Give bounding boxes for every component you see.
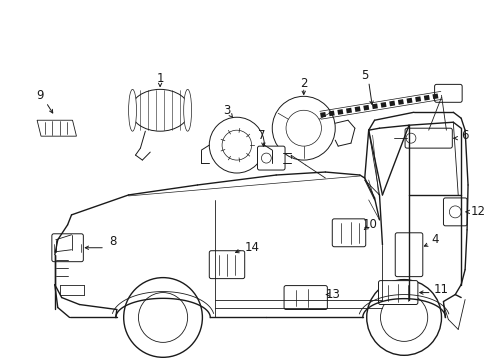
Text: 4: 4 [431, 233, 438, 246]
Circle shape [222, 130, 251, 160]
Text: 8: 8 [109, 235, 116, 248]
Ellipse shape [130, 89, 189, 131]
Text: 3: 3 [223, 104, 230, 117]
FancyBboxPatch shape [443, 198, 466, 226]
Text: 5: 5 [360, 69, 367, 82]
Text: 14: 14 [244, 241, 259, 254]
Circle shape [405, 133, 415, 143]
FancyBboxPatch shape [378, 280, 417, 305]
Text: 9: 9 [36, 89, 44, 102]
Circle shape [285, 110, 321, 146]
Text: 12: 12 [470, 205, 485, 219]
Text: 7: 7 [257, 129, 264, 142]
FancyBboxPatch shape [257, 146, 285, 170]
Text: 11: 11 [433, 283, 447, 296]
Ellipse shape [128, 89, 136, 131]
Circle shape [209, 117, 264, 173]
Circle shape [272, 96, 335, 160]
Text: 1: 1 [156, 72, 163, 85]
Circle shape [261, 153, 271, 163]
FancyBboxPatch shape [394, 233, 422, 276]
FancyBboxPatch shape [331, 219, 365, 247]
Text: 10: 10 [362, 218, 377, 231]
FancyBboxPatch shape [209, 251, 244, 279]
Polygon shape [37, 120, 76, 136]
FancyBboxPatch shape [434, 84, 461, 102]
Text: 13: 13 [325, 288, 340, 301]
FancyBboxPatch shape [284, 285, 326, 310]
Text: 6: 6 [460, 129, 468, 142]
Ellipse shape [183, 89, 191, 131]
FancyBboxPatch shape [404, 128, 451, 148]
Circle shape [448, 206, 460, 218]
Text: 2: 2 [299, 77, 307, 90]
FancyBboxPatch shape [52, 234, 83, 262]
